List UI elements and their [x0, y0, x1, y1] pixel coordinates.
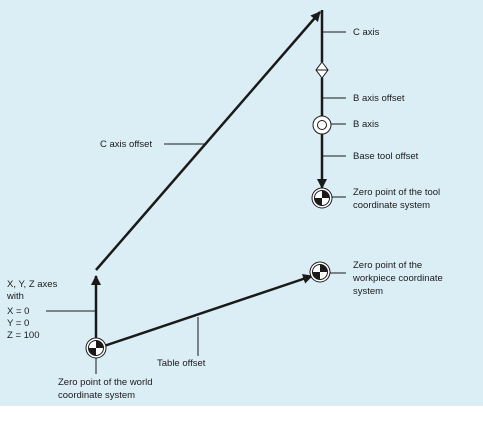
vectors: [91, 10, 327, 348]
workpiece-zero-label-line2: workpiece coordinate: [352, 273, 443, 284]
workpiece-zero-label-line3: system: [353, 286, 383, 297]
xyz-label-line3: X = 0: [7, 306, 29, 317]
b-axis-label: B axis: [353, 119, 379, 130]
c-axis-offset-label: C axis offset: [100, 139, 152, 150]
leader-lines: [46, 31, 346, 374]
xyz-label-line4: Y = 0: [7, 318, 29, 329]
xyz-label-line2: with: [6, 291, 24, 302]
quartered-circle-icon: [309, 261, 331, 283]
diamond-icon: [315, 61, 329, 79]
tool-zero-label-line2: coordinate system: [353, 200, 430, 211]
base-tool-offset-label: Base tool offset: [353, 151, 419, 162]
c-axis-offset-vector: [95, 11, 321, 271]
xyz-label-line1: X, Y, Z axes: [7, 279, 58, 290]
quartered-circle-icon: [311, 187, 333, 209]
workpiece-zero-label-line1: Zero point of the: [353, 260, 422, 271]
world-zero-label-line2: coordinate system: [58, 390, 135, 401]
world-zero-label-line1: Zero point of the world: [58, 377, 153, 388]
tool-zero-label-line1: Zero point of the tool: [353, 187, 440, 198]
table-offset-label: Table offset: [157, 358, 206, 369]
b-axis-offset-label: B axis offset: [353, 93, 405, 104]
diagram-background: [0, 0, 483, 406]
quartered-circle-icon: [85, 337, 107, 359]
xyz-label-line5: Z = 100: [7, 330, 39, 341]
table-offset-vector: [103, 274, 313, 348]
double-circle-icon: [312, 115, 332, 135]
c-axis-label: C axis: [353, 27, 380, 38]
